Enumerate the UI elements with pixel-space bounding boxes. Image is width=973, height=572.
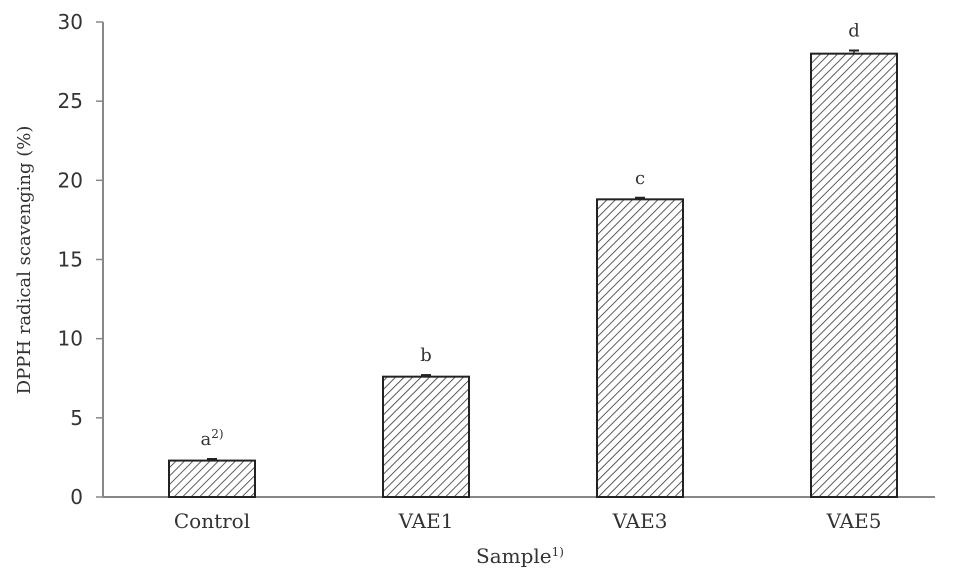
y-tick-label: 15 bbox=[58, 248, 83, 272]
bars: a2) Control b VAE1 c VAE3 d VAE5 bbox=[168, 21, 898, 533]
significance-label: b bbox=[420, 345, 432, 366]
y-axis: 0 5 10 15 20 25 30 bbox=[58, 10, 104, 509]
significance-label: a2) bbox=[200, 427, 223, 450]
x-tick-label: VAE3 bbox=[612, 509, 668, 533]
bar-vae1: b VAE1 bbox=[382, 345, 470, 533]
x-axis-label: Sample1) bbox=[476, 544, 564, 568]
bar-vae3: c VAE3 bbox=[596, 168, 684, 533]
y-tick-label: 10 bbox=[58, 327, 83, 351]
y-tick-label: 30 bbox=[58, 10, 83, 34]
y-tick-label: 20 bbox=[58, 168, 83, 192]
bar-control: a2) Control bbox=[168, 427, 256, 533]
x-tick-label: VAE1 bbox=[398, 509, 454, 533]
y-tick-label: 5 bbox=[70, 406, 83, 430]
significance-label: d bbox=[848, 21, 860, 42]
y-tick-label: 0 bbox=[70, 485, 83, 509]
significance-label: c bbox=[635, 168, 645, 189]
y-tick-label: 25 bbox=[58, 89, 83, 113]
y-axis-label: DPPH radical scavenging (%) bbox=[14, 126, 35, 395]
bar-vae5: d VAE5 bbox=[810, 21, 898, 533]
x-tick-label: Control bbox=[174, 509, 250, 533]
x-tick-label: VAE5 bbox=[826, 509, 882, 533]
